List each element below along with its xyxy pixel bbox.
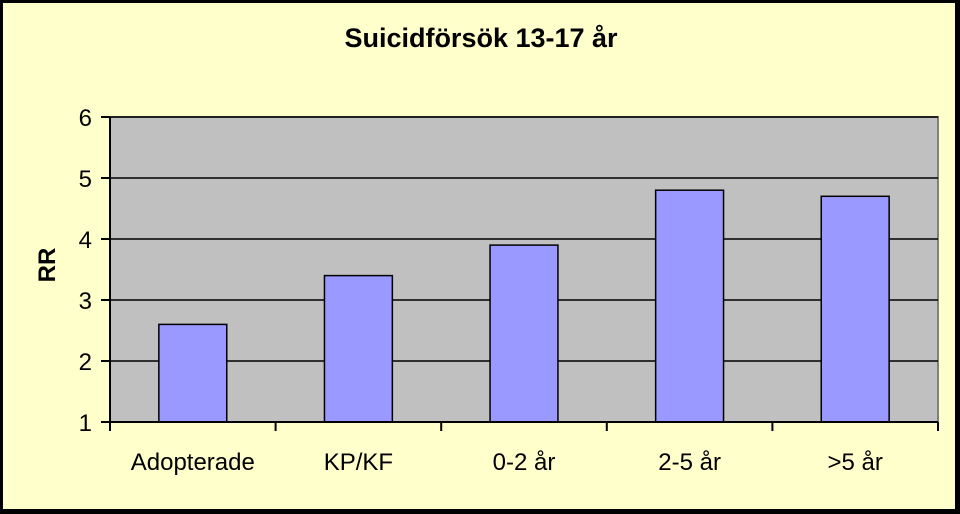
bar-4 [820,195,890,423]
x-tick-label-0: Adopterade [131,449,255,476]
y-tick-label-0: 1 [79,410,92,437]
bar-3 [654,189,725,423]
bars [158,189,890,423]
x-tick-label-1: KP/KF [324,449,393,476]
y-tick-labels: 1 2 3 4 5 6 [79,105,92,437]
y-tick-label-2: 3 [79,288,92,315]
y-axis-label: RR [34,248,61,283]
x-tick-label-4: >5 år [828,449,883,476]
chart-title: Suicidförsök 13-17 år [344,23,618,53]
axes [101,116,939,431]
bar-2 [489,244,559,423]
x-tick-labels: Adopterade KP/KF 0-2 år 2-5 år >5 år [131,449,883,476]
bar-0 [158,323,228,423]
x-tick-label-2: 0-2 år [493,449,556,476]
y-tick-label-1: 2 [79,349,92,376]
y-tick-label-3: 4 [79,227,92,254]
y-tick-label-4: 5 [79,166,92,193]
x-tick-label-3: 2-5 år [658,449,721,476]
bar-1 [323,274,394,423]
y-tick-label-5: 6 [79,105,92,132]
